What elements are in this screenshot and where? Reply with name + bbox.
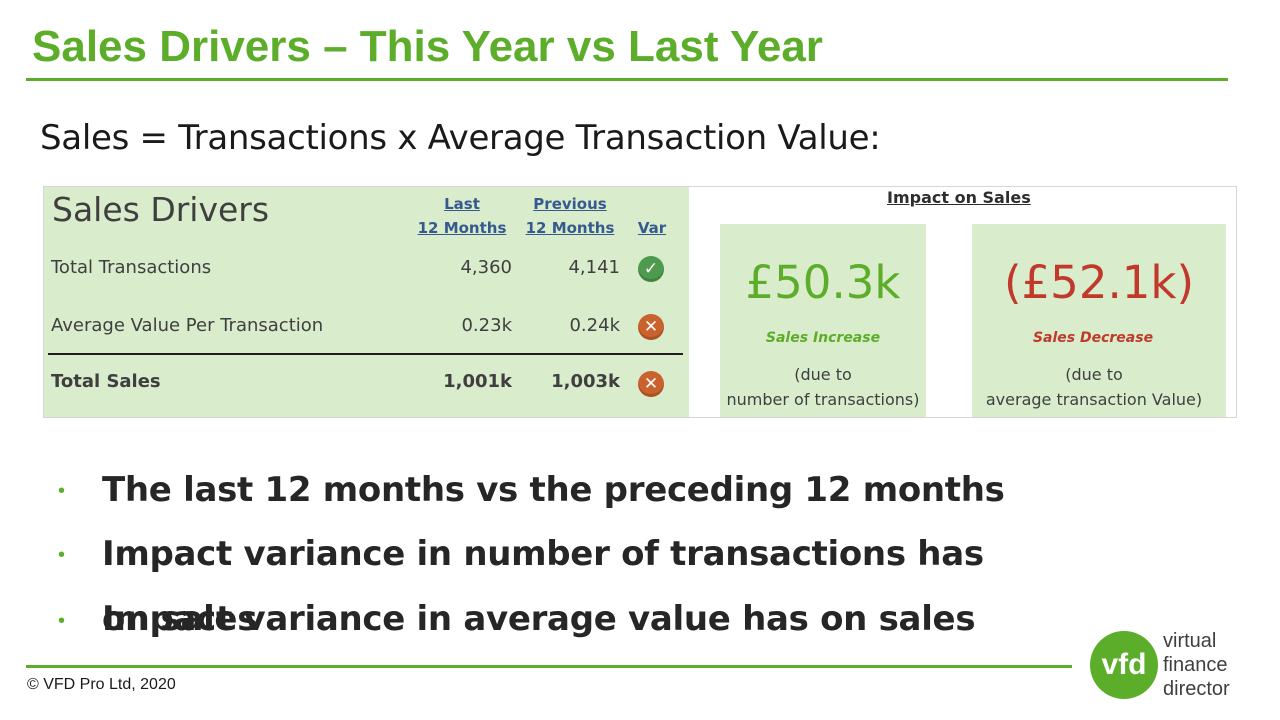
row-label-transactions: Total Transactions: [51, 257, 212, 278]
sales-increase-value: £50.3k: [745, 256, 901, 309]
bullet-dot: •: [58, 480, 66, 502]
sales-increase-label: Sales Increase: [765, 330, 881, 346]
col-header-last-line1: Last: [444, 195, 480, 213]
sales-increase-desc-line2: number of transactions): [726, 390, 920, 409]
col-header-last: Last 12 Months: [412, 192, 512, 240]
col-header-var-label: Var: [637, 219, 667, 237]
row-label-total-sales: Total Sales: [51, 371, 161, 392]
copyright: © VFD Pro Ltd, 2020: [27, 676, 176, 693]
sales-decrease-desc-line1: (due to: [1065, 365, 1123, 384]
row-transactions-last: 4,360: [460, 257, 512, 278]
vfd-logo-icon: vfd: [1090, 631, 1158, 699]
logo-wordmark: virtual finance director: [1163, 629, 1230, 701]
logo-line-3: director: [1163, 678, 1230, 700]
sales-increase-desc-line1: (due to: [794, 365, 852, 384]
col-header-previous-line1: Previous: [533, 195, 607, 213]
col-header-var: Var: [632, 216, 672, 240]
col-header-previous: Previous 12 Months: [520, 192, 620, 240]
row-total-sales-last: 1,001k: [443, 371, 512, 392]
logo-line-1: virtual: [1163, 630, 1217, 652]
sales-decrease-label: Sales Decrease: [1032, 330, 1154, 346]
row-avg-value-last: 0.23k: [461, 315, 512, 336]
title-underline: [26, 78, 1228, 81]
bullet-dot: •: [58, 544, 66, 566]
slide-title: Sales Drivers – This Year vs Last Year: [32, 22, 823, 71]
impact-title: Impact on Sales: [887, 188, 1031, 207]
bullet-3: Impact variance in average value has on …: [102, 599, 976, 639]
cross-icon: ✕: [638, 371, 664, 397]
drivers-title: Sales Drivers: [52, 190, 270, 229]
bullet-dot: •: [58, 610, 66, 632]
row-avg-value-previous: 0.24k: [569, 315, 620, 336]
check-icon: ✓: [638, 256, 664, 282]
footer-rule: [26, 665, 1072, 668]
sales-decrease-desc: (due to average transaction Value): [972, 362, 1216, 412]
sales-increase-card: [720, 224, 926, 417]
drivers-table-bg: [44, 187, 689, 417]
col-header-previous-line2: 12 Months: [525, 219, 615, 237]
col-header-last-line2: 12 Months: [417, 219, 507, 237]
sales-decrease-value: (£52.1k): [1004, 256, 1194, 309]
bullet-2: Impact variance in number of transaction…: [102, 534, 984, 574]
row-transactions-previous: 4,141: [568, 257, 620, 278]
sales-decrease-card: [972, 224, 1226, 417]
logo-line-2: finance: [1163, 654, 1228, 676]
bullet-2-continued: on sales: [102, 599, 258, 639]
cross-icon: ✕: [638, 314, 664, 340]
row-total-sales-previous: 1,003k: [551, 371, 620, 392]
row-label-avg-value: Average Value Per Transaction: [51, 315, 324, 336]
sales-increase-desc: (due to number of transactions): [720, 362, 926, 412]
total-divider: [48, 353, 683, 355]
sales-decrease-desc-line2: average transaction Value): [985, 390, 1203, 409]
bullet-1: The last 12 months vs the preceding 12 m…: [102, 470, 1005, 510]
formula-text: Sales = Transactions x Average Transacti…: [40, 118, 881, 158]
